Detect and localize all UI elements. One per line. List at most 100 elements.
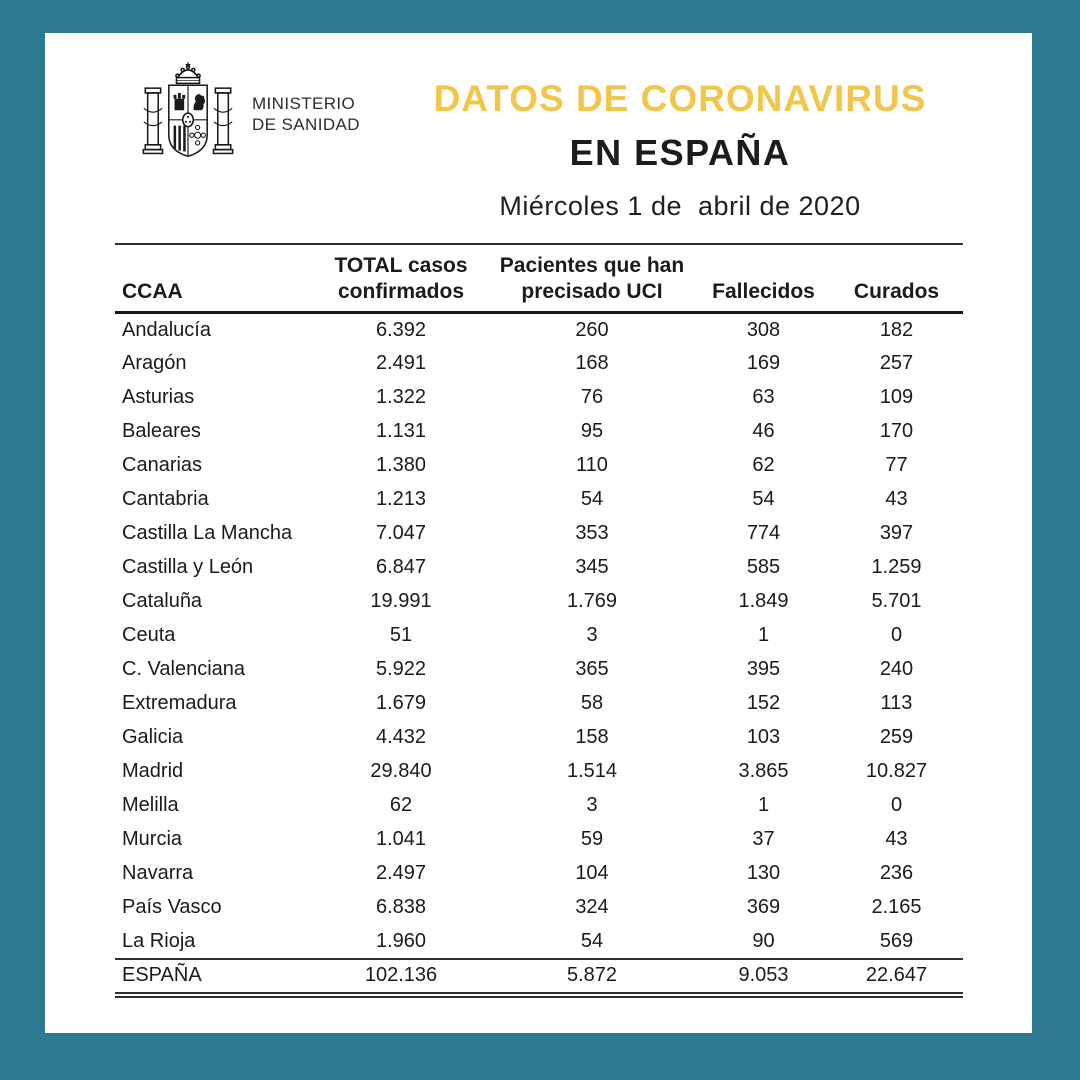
table-row: Castilla La Mancha 7.047 353 774 397 [115,517,963,551]
region-cell: País Vasco [122,896,222,918]
value-cell: 569 [879,929,914,952]
value-cell: 2.491 [375,352,427,374]
value-cell: 240 [879,658,914,680]
table-row: Extremadura 1.679 58 152 113 [115,687,963,721]
value-cell: 62 [752,454,775,476]
region-cell: Aragón [122,352,187,374]
region-cell: Canarias [122,454,203,476]
value-cell: 1.131 [375,420,427,442]
region-cell: La Rioja [122,929,196,952]
value-cell: 77 [885,454,908,476]
region-cell: Castilla y León [122,556,254,578]
value-cell: 58 [580,692,604,714]
value-cell: 10.827 [865,760,928,782]
value-cell: 2.497 [375,862,427,884]
value-cell: 46 [752,420,775,442]
value-cell: 1 [757,624,770,646]
region-cell: Ceuta [122,624,176,646]
value-cell: 1.960 [375,929,427,952]
value-cell: 236 [879,862,914,884]
value-cell: 260 [575,318,609,341]
value-cell: 1.322 [375,386,427,408]
value-cell: 5.701 [871,590,922,612]
value-cell: 63 [752,386,775,408]
value-cell: 76 [580,386,604,408]
value-cell: 43 [885,828,908,850]
value-cell: 158 [575,726,609,748]
table-row: Andalucía 6.392 260 308 182 [115,313,963,347]
region-cell: Andalucía [122,318,211,341]
value-cell: 259 [879,726,914,748]
value-cell: 6.847 [375,556,427,578]
value-cell: 54 [580,488,604,510]
value-cell: 774 [746,522,781,544]
value-cell: 1 [757,794,770,816]
region-cell: Galicia [122,726,184,748]
value-cell: 1.769 [566,590,618,612]
value-cell: 104 [575,862,609,884]
value-cell: 1.259 [871,556,922,578]
value-cell: 369 [746,896,781,918]
date-text: Miércoles 1 de abril de 2020 [499,191,861,221]
value-cell: 1.514 [566,760,618,782]
table-row: Melilla 62 3 1 0 [115,789,963,823]
infographic-card: MINISTERIO DE SANIDAD DATOS DE CORONAVIR… [45,33,1032,1033]
region-cell: Cantabria [122,488,209,510]
table-row: Cantabria 1.213 54 54 43 [115,483,963,517]
value-cell: 1.679 [375,692,427,714]
value-cell: 182 [879,318,914,341]
table-body: Andalucía 6.392 260 308 182 Aragón 2.491 168 169… [115,313,963,959]
region-cell: Extremadura [122,692,237,714]
region-cell: Navarra [122,862,194,884]
table-row: Aragón 2.491 168 169 257 [115,347,963,381]
value-cell: 95 [580,420,604,442]
value-cell: 19.991 [370,590,432,612]
value-cell: 29.840 [370,760,432,782]
table-row: Baleares 1.131 95 46 170 [115,415,963,449]
page-subtitle: EN ESPAÑA [569,132,791,173]
col-header-confirmados: TOTAL casos confirmados [315,244,487,314]
total-region-cell: ESPAÑA [115,957,315,998]
coat-of-arms-icon [142,62,234,158]
value-cell: 0 [890,794,903,816]
col-header-fallecidos: Fallecidos [697,244,830,314]
value-cell: 169 [746,352,781,374]
total-confirmados-cell: 102.136 [315,957,487,998]
value-cell: 353 [575,522,609,544]
table-row: Ceuta 51 3 1 0 [115,619,963,653]
value-cell: 257 [879,352,914,374]
table-row: País Vasco 6.838 324 369 2.165 [115,891,963,925]
table-row: Galicia 4.432 158 103 259 [115,721,963,755]
region-cell: Melilla [122,794,179,816]
value-cell: 62 [389,794,413,816]
value-cell: 130 [746,862,781,884]
value-cell: 3 [586,794,598,816]
value-cell: 1.041 [375,828,427,850]
total-curados-cell: 22.647 [830,957,963,998]
ministry-name: MINISTERIO DE SANIDAD [252,94,360,134]
value-cell: 51 [389,624,413,646]
page-title: DATOS DE CORONAVIRUS [433,78,927,119]
table-row: Madrid 29.840 1.514 3.865 10.827 [115,755,963,789]
region-cell: Murcia [122,828,183,850]
value-cell: 5.922 [375,658,427,680]
value-cell: 3 [586,624,598,646]
region-cell: C. Valenciana [122,658,246,680]
value-cell: 308 [746,318,781,341]
col-header-ccaa: CCAA [115,244,315,314]
total-fallecidos-cell: 9.053 [697,957,830,998]
table-header-row: CCAA TOTAL casos confirmados Pacientes q… [115,244,963,314]
value-cell: 6.392 [375,318,427,341]
table-row: Murcia 1.041 59 37 43 [115,823,963,857]
value-cell: 152 [746,692,781,714]
value-cell: 168 [575,352,609,374]
table-row: La Rioja 1.960 54 90 569 [115,925,963,959]
value-cell: 113 [880,692,913,714]
region-cell: Asturias [122,386,195,408]
value-cell: 103 [746,726,781,748]
value-cell: 324 [575,896,609,918]
value-cell: 2.165 [871,896,922,918]
region-cell: Baleares [122,420,201,442]
table-row: Navarra 2.497 104 130 236 [115,857,963,891]
